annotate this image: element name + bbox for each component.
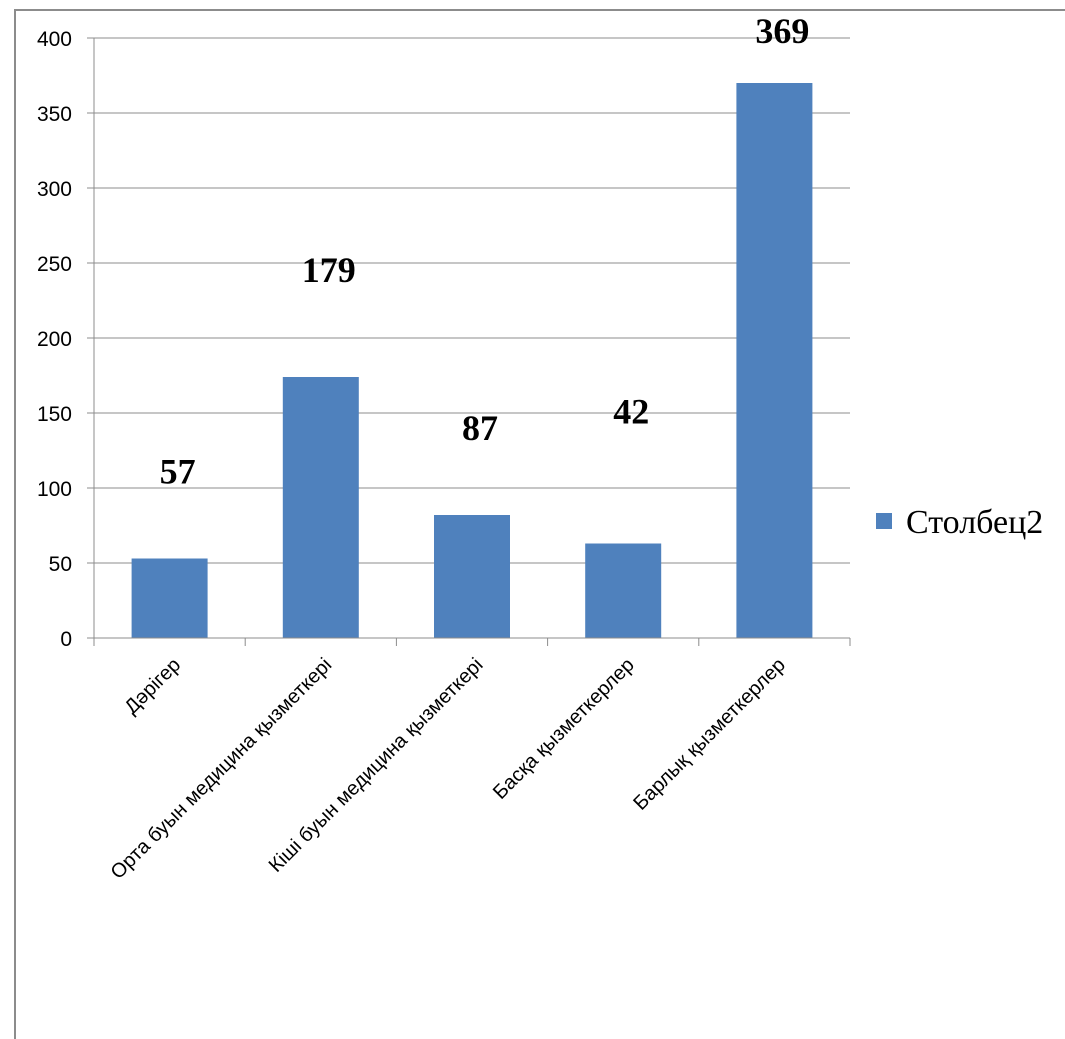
data-label: 87: [462, 408, 498, 448]
legend-swatch: [876, 513, 892, 529]
data-label: 42: [613, 392, 649, 432]
x-tick-label: Барлық қызметкерлер: [629, 654, 790, 815]
data-label: 179: [302, 250, 356, 290]
y-tick-label: 300: [37, 178, 72, 201]
legend-label: Столбец2: [906, 504, 1043, 541]
y-tick-label: 250: [37, 253, 72, 276]
bar: [131, 558, 208, 638]
data-label: 369: [755, 11, 809, 51]
x-tick-label: Басқа қызметкерлер: [489, 654, 639, 804]
chart-frame: [14, 9, 1065, 1039]
y-tick-label: 0: [60, 628, 72, 651]
y-tick-label: 400: [37, 28, 72, 51]
y-tick-label: 100: [37, 478, 72, 501]
bars: [131, 83, 813, 638]
axes: [93, 38, 851, 646]
data-label: 57: [160, 452, 196, 492]
x-tick-label: Дәрігер: [121, 654, 186, 719]
bar: [282, 377, 359, 638]
y-tick-label: 350: [37, 103, 72, 126]
y-tick-label: 150: [37, 403, 72, 426]
legend: Столбец2: [876, 504, 1043, 541]
data-labels: 57 179 87 42 369: [160, 11, 810, 492]
y-tick-label: 200: [37, 328, 72, 351]
y-tick-labels: 0 50 100 150 200 250 300 350 400: [37, 28, 72, 651]
bar: [585, 543, 662, 638]
bar: [736, 83, 813, 638]
y-tick-label: 50: [49, 553, 72, 576]
bar: [434, 515, 510, 638]
